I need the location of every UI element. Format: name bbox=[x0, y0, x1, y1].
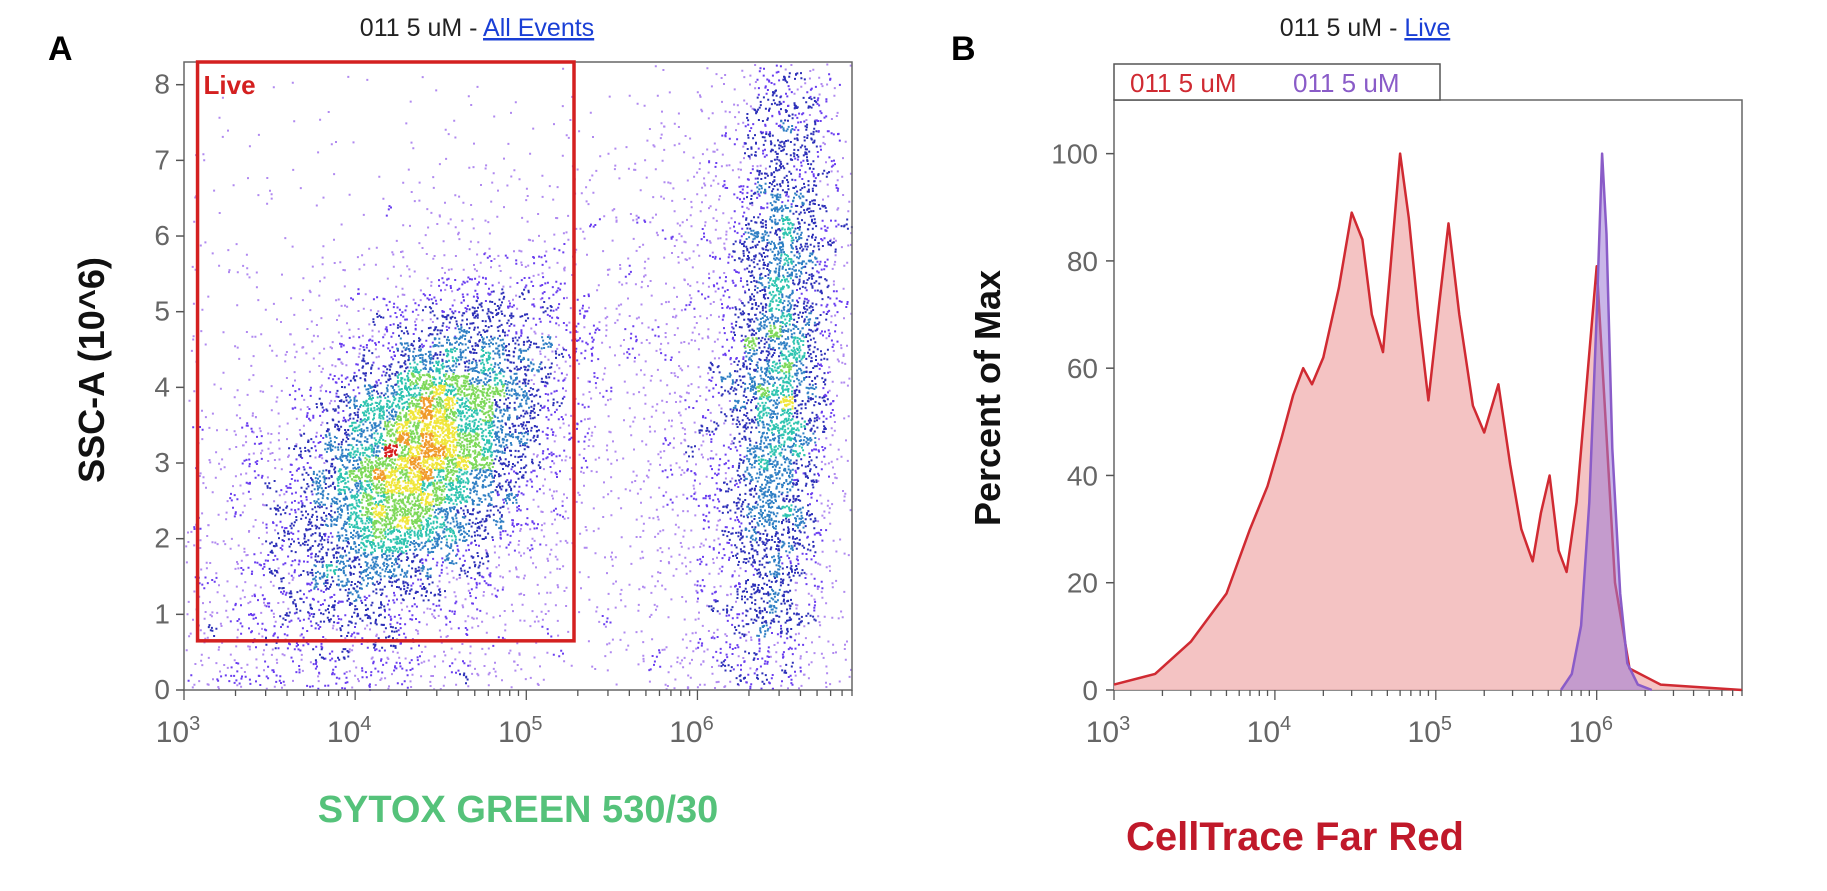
y-tick-label-a: 5 bbox=[154, 296, 170, 327]
legend-box bbox=[1113, 63, 1441, 101]
x-tick-exp: 5 bbox=[531, 713, 542, 735]
x-tick-base: 10 bbox=[498, 716, 531, 749]
gate-label: Live bbox=[204, 70, 256, 100]
x-tick-label-a: 106 bbox=[669, 713, 714, 749]
scatter-density-layer bbox=[372, 396, 446, 482]
x-tick-base: 10 bbox=[1568, 716, 1601, 749]
scatter-density-layer bbox=[312, 120, 818, 638]
y-tick-label-a: 1 bbox=[154, 598, 170, 629]
x-tick-base: 10 bbox=[1086, 716, 1119, 749]
y-tick-label-a: 3 bbox=[154, 447, 170, 478]
x-tick-label-a: 105 bbox=[498, 713, 543, 749]
panel-a-ylabel: SSC-A (10^6) bbox=[71, 257, 112, 483]
plot-frame-a bbox=[183, 61, 853, 691]
panel-b-letter: B bbox=[951, 30, 976, 68]
x-tick-label-b: 104 bbox=[1247, 713, 1292, 749]
legend-entry-red: 011 5 uM bbox=[1130, 68, 1236, 98]
histogram-line-red bbox=[1113, 152, 1743, 692]
panel-a-xlabel: SYTOX GREEN 530/30 bbox=[318, 789, 719, 831]
legend-entry-purple: 011 5 uM bbox=[1293, 68, 1399, 98]
y-tick-label-a: 4 bbox=[154, 371, 170, 402]
panel-b-ylabel: Percent of Max bbox=[967, 270, 1008, 526]
scatter-density-layer bbox=[384, 444, 398, 458]
x-tick-base: 10 bbox=[156, 716, 189, 749]
panel-b-title: 011 5 uM - Live bbox=[1280, 14, 1450, 42]
y-tick-label-a: 2 bbox=[154, 523, 170, 554]
x-tick-label-a: 103 bbox=[156, 713, 201, 749]
histogram-series bbox=[1113, 152, 1743, 692]
panel-a-title-link[interactable]: All Events bbox=[483, 14, 594, 42]
y-tick-label-a: 0 bbox=[154, 674, 170, 705]
x-tick-label-a: 104 bbox=[327, 713, 372, 749]
y-tick-label-a: 8 bbox=[154, 69, 170, 100]
panel-b-title-link[interactable]: Live bbox=[1404, 14, 1450, 42]
x-tick-base: 10 bbox=[669, 716, 702, 749]
panel-a-title-prefix: 011 5 uM - bbox=[360, 14, 483, 42]
panel-a: A 011 5 uM - All Events Live 0 1 2 3 4 5 6 7 8 10… bbox=[48, 14, 853, 831]
y-tick-label-b: 0 bbox=[1082, 675, 1098, 706]
panel-b-xlabel: CellTrace Far Red bbox=[1126, 815, 1464, 859]
histogram-line-purple bbox=[1559, 152, 1653, 692]
gate-rect[interactable] bbox=[195, 60, 576, 643]
x-tick-base: 10 bbox=[1247, 716, 1280, 749]
x-tick-exp: 6 bbox=[1602, 713, 1613, 735]
x-tick-exp: 4 bbox=[360, 713, 371, 735]
scatter-density-layer bbox=[325, 216, 806, 578]
scatter-points bbox=[185, 63, 853, 692]
legend: 011 5 uM 011 5 uM bbox=[1113, 63, 1441, 101]
y-tick-label-b: 80 bbox=[1067, 246, 1098, 277]
x-tick-base: 10 bbox=[1408, 716, 1441, 749]
histogram-area-purple bbox=[1561, 153, 1652, 691]
panel-a-title: 011 5 uM - All Events bbox=[360, 14, 594, 42]
panel-b-title-prefix: 011 5 uM - bbox=[1280, 14, 1405, 42]
gate-live[interactable]: Live bbox=[195, 60, 576, 643]
y-tick-label-b: 100 bbox=[1051, 139, 1098, 170]
x-tick-base: 10 bbox=[327, 716, 360, 749]
panel-a-letter: A bbox=[48, 30, 73, 68]
scatter-density-layer bbox=[185, 63, 853, 691]
x-tick-exp: 4 bbox=[1280, 713, 1291, 735]
y-tick-label-a: 7 bbox=[154, 144, 170, 175]
y-tick-label-b: 40 bbox=[1067, 460, 1098, 491]
x-tick-label-b: 105 bbox=[1408, 713, 1453, 749]
x-tick-label-b: 103 bbox=[1086, 713, 1131, 749]
scatter-density-layer bbox=[348, 324, 794, 542]
x-tick-exp: 3 bbox=[189, 713, 200, 735]
x-tick-exp: 5 bbox=[1441, 713, 1452, 735]
y-tick-label-b: 60 bbox=[1067, 353, 1098, 384]
y-tick-label-a: 6 bbox=[154, 220, 170, 251]
x-tick-exp: 3 bbox=[1119, 713, 1130, 735]
x-tick-label-b: 106 bbox=[1568, 713, 1613, 749]
y-tick-label-b: 20 bbox=[1067, 568, 1098, 599]
x-tick-exp: 6 bbox=[703, 713, 714, 735]
